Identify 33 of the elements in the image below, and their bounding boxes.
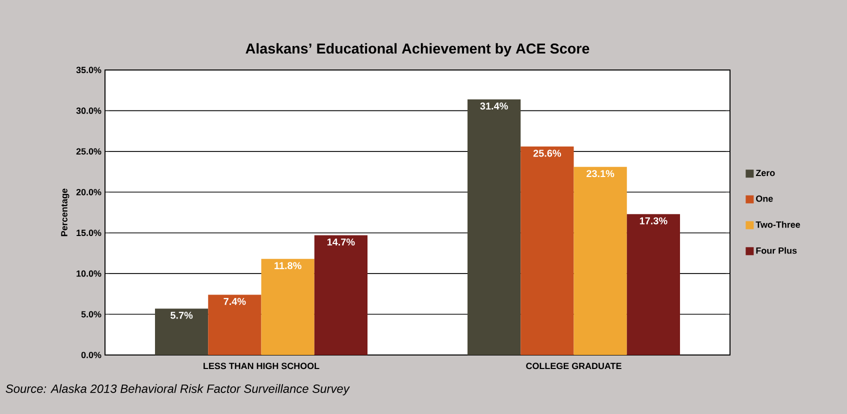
data-label: 7.4% xyxy=(224,298,246,305)
legend-label: Four Plus xyxy=(756,247,797,254)
legend-label: Zero xyxy=(756,170,775,176)
y-tick-label: 25.0% xyxy=(76,148,102,155)
y-tick-label: 20.0% xyxy=(76,188,102,196)
y-tick-label: 15.0% xyxy=(76,230,102,236)
bar xyxy=(261,258,314,355)
bar xyxy=(468,99,521,355)
bar xyxy=(155,308,208,355)
y-tick-label: 0.0% xyxy=(81,352,102,358)
chart-title: Alaskans’ Educational Achievement by ACE Score xyxy=(246,43,590,57)
source-note: Source: Alaska 2013 Behavioral Risk Factor Surveillance Survey xyxy=(6,384,350,396)
bar xyxy=(626,214,680,355)
x-tick-label: COLLEGE GRADUATE xyxy=(526,362,622,370)
data-label: 5.7% xyxy=(170,312,193,319)
y-tick-label: 35.0% xyxy=(76,66,102,74)
data-label: 17.3% xyxy=(640,217,668,224)
y-tick-label: 30.0% xyxy=(76,108,102,114)
legend-label: Two-Three xyxy=(756,221,800,228)
y-tick-label: 10.0% xyxy=(76,270,102,277)
data-label: 23.1% xyxy=(586,170,614,178)
y-tick-label: 5.0% xyxy=(81,311,102,318)
bar xyxy=(574,166,627,355)
bar xyxy=(520,146,574,355)
data-label: 11.8% xyxy=(274,262,302,270)
x-tick-label: LESS THAN HIGH SCHOOL xyxy=(204,362,320,370)
bar xyxy=(208,294,262,355)
data-label: 31.4% xyxy=(480,102,508,110)
y-axis-title: Percentage xyxy=(61,188,70,236)
bar xyxy=(314,235,368,355)
data-label: 25.6% xyxy=(533,150,562,157)
data-label: 14.7% xyxy=(327,238,355,246)
legend-label: One xyxy=(756,195,773,202)
